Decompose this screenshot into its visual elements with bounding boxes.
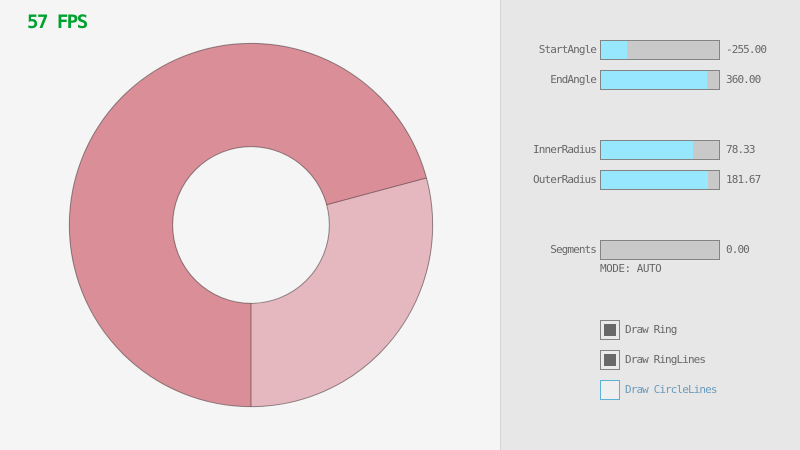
ring-start-angle-line	[326, 177, 427, 206]
checkbox-label: Draw RingLines	[625, 353, 706, 366]
slider-value: 181.67	[726, 173, 761, 186]
slider-fill	[601, 41, 627, 59]
slider-fill	[601, 71, 707, 89]
checkbox-draw-circlelines[interactable]	[600, 380, 620, 400]
slider-value: 0.00	[726, 243, 750, 256]
slider-row-startangle: StartAngle -255.00	[0, 40, 800, 60]
slider-label: InnerRadius	[533, 143, 597, 156]
slider-label: OuterRadius	[533, 173, 597, 186]
checkbox-draw-ring[interactable]	[600, 320, 620, 340]
checkbox-label: Draw Ring	[625, 323, 677, 336]
ring-canvas	[68, 42, 434, 408]
slider-label: EndAngle	[550, 73, 597, 86]
checkmark-icon	[604, 354, 616, 366]
ring-outer-outline	[68, 42, 434, 408]
checkbox-label: Draw CircleLines	[625, 383, 717, 396]
slider-fill	[601, 171, 708, 189]
fps-counter: 57 FPS	[27, 11, 88, 33]
slider-endangle[interactable]	[600, 70, 720, 90]
slider-value: -255.00	[726, 43, 767, 56]
slider-fill	[601, 141, 693, 159]
slider-outerradius[interactable]	[600, 170, 720, 190]
checkbox-row-draw-ringlines: Draw RingLines	[0, 350, 800, 370]
checkmark-icon	[604, 324, 616, 336]
ring-inner-outline	[172, 146, 330, 304]
slider-value: 360.00	[726, 73, 761, 86]
slider-row-endangle: EndAngle 360.00	[0, 70, 800, 90]
checkbox-draw-ringlines[interactable]	[600, 350, 620, 370]
slider-segments[interactable]	[600, 240, 720, 260]
ring-hole	[172, 146, 330, 304]
slider-label: StartAngle	[538, 43, 597, 56]
checkbox-row-draw-circlelines: Draw CircleLines	[0, 380, 800, 400]
slider-value: 78.33	[726, 143, 756, 156]
checkbox-row-draw-ring: Draw Ring	[0, 320, 800, 340]
slider-label: Segments	[550, 243, 597, 256]
slider-row-outerradius: OuterRadius 181.67	[0, 170, 800, 190]
slider-innerradius[interactable]	[600, 140, 720, 160]
panel-divider	[500, 0, 501, 450]
slider-startangle[interactable]	[600, 40, 720, 60]
slider-row-innerradius: InnerRadius 78.33	[0, 140, 800, 160]
slider-row-segments: Segments 0.00	[0, 240, 800, 260]
mode-label: MODE: AUTO	[600, 262, 662, 275]
